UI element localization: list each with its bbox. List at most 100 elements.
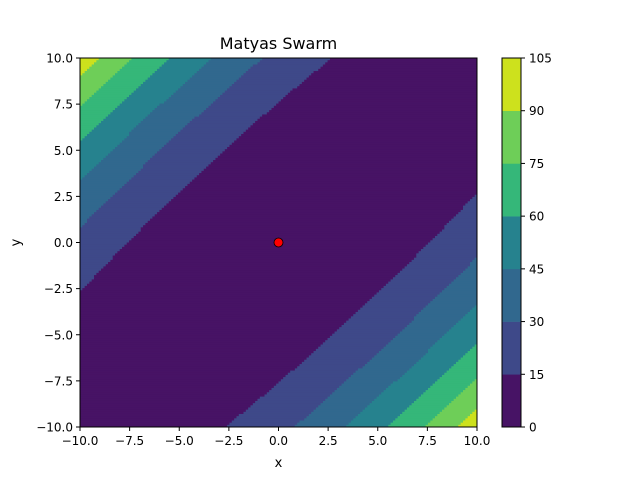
colorbar-tick-label: 30 [529,315,544,329]
contour-band-cell [257,398,326,402]
contour-band-cell [112,149,160,152]
contour-band-cell [119,249,422,252]
contour-band-cell [80,168,93,172]
contour-band-cell [159,209,462,213]
contour-band-cell [80,329,338,333]
contour-band-cell [199,173,477,176]
contour-band-cell [322,64,477,68]
contour-band-cell [472,346,477,350]
contour-band-cell [439,292,477,296]
contour-band-cell [80,129,93,133]
contour-band-cell [374,294,438,298]
contour-band-cell [269,110,477,113]
contour-band-cell [318,346,385,350]
contour-band-cell [383,390,427,393]
y-tick-label: −2.5 [44,282,73,296]
contour-band-cell [94,275,396,278]
contour-band-cell [462,270,477,274]
contour-band-cell [80,331,336,335]
contour-band-cell [381,392,424,396]
contour-band-cell [467,201,477,205]
contour-band-cell [248,127,477,131]
contour-band-cell [425,390,464,393]
contour-band-cell [241,133,477,137]
contour-band-cell [80,383,277,387]
contour-band-cell [248,68,319,72]
contour-band-cell [250,66,322,70]
contour-band-cell [80,361,303,365]
contour-band-cell [150,157,217,161]
x-axis: −10.0 −7.5 −5.0 −2.5 0.0 2.5 5.0 7.5 10.0 [62,427,490,448]
contour-band-cell [369,403,413,406]
contour-band-cell [252,403,322,406]
contour-band-cell [320,403,371,406]
contour-band-cell [122,140,170,144]
contour-band-cell [80,177,83,181]
contour-band-cell [131,129,182,133]
contour-band-cell [453,324,477,328]
contour-band-cell [80,351,315,354]
contour-band-cell [425,244,477,248]
contour-band-cell [430,240,477,244]
contour-band-cell [320,344,387,348]
contour-band-cell [434,342,477,346]
colorbar: 0 15 30 45 60 75 90 105 [501,52,552,435]
contour-band-cell [80,162,100,165]
contour-band-cell [215,99,282,103]
contour-band-cell [465,418,477,422]
y-axis: −10.0 −7.5 −5.0 −2.5 0.0 2.5 5.0 7.5 10.0 [36,52,80,435]
contour-band-cell [189,181,477,185]
contour-band-cell [87,283,387,287]
contour-band-cell [110,151,158,155]
contour-band-cell [376,396,420,400]
contour-band-cell [276,103,477,107]
contour-band-cell [418,251,477,254]
contour-band-cell [388,342,436,346]
contour-band-cell [427,422,462,426]
contour-band-cell [147,114,200,118]
contour-band-cell [182,188,477,192]
contour-band-cell [122,101,165,105]
contour-band-cell [138,123,189,126]
contour-band-cell [129,94,172,98]
contour-band-cell [210,103,277,107]
contour-band-cell [446,222,477,226]
contour-band-cell [80,218,88,222]
contour-band-cell [143,81,186,85]
contour-band-cell [427,387,466,391]
contour-band-cell [397,333,445,337]
contour-band-cell [91,214,156,218]
contour-band-cell [462,205,477,209]
contour-band-cell [80,201,107,205]
contour-band-cell [245,129,477,133]
contour-band-cell [117,144,165,148]
contour-band-cell [80,251,118,254]
contour-band-cell [327,396,378,400]
contour-band-cell [206,62,259,66]
contour-band-cell [367,361,417,365]
contour-band-cell [80,270,100,274]
contour-band-cell [385,387,429,391]
colorbar-tick-label: 90 [529,104,544,118]
contour-band-cell [467,385,477,389]
contour-band-cell [376,353,427,356]
contour-band-cell [196,175,477,178]
contour-band-cell [283,377,350,380]
contour-band-cell [140,120,191,124]
contour-band-cell [238,136,477,139]
contour-band-cell [80,353,312,356]
contour-band-cell [385,344,434,348]
contour-band-cell [147,220,450,224]
contour-band-cell [80,175,86,178]
contour-band-cell [117,71,156,74]
contour-band-cell [329,394,380,398]
contour-band-cell [80,413,240,417]
contour-band-cell [80,144,118,148]
contour-band-cell [80,196,111,200]
contour-band-cell [154,214,457,218]
contour-band-cell [164,205,464,209]
contour-band-cell [413,364,455,367]
contour-band-cell [80,416,238,419]
contour-band-cell [420,309,471,313]
x-tick-label: 7.5 [418,434,437,448]
